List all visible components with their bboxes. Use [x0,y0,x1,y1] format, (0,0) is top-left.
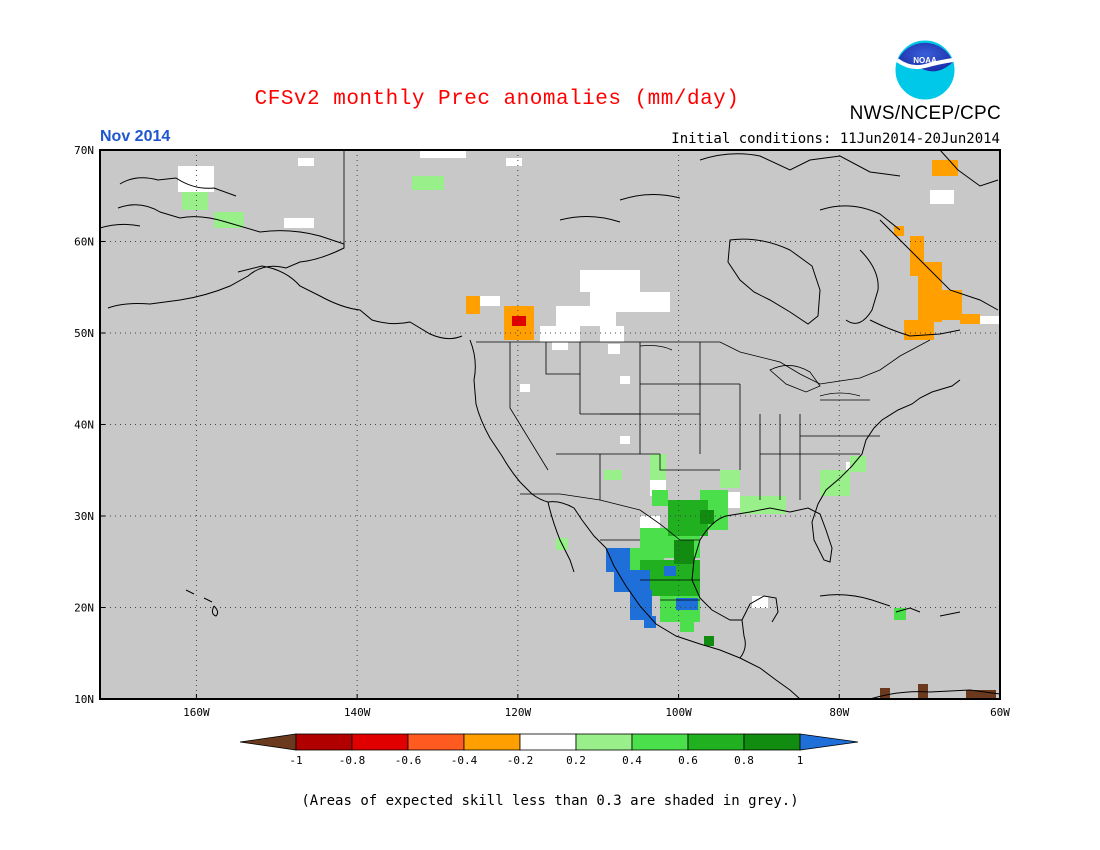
colorbar-segment [575,733,633,751]
colorbar-label: 1 [797,754,804,767]
lat-label: 20N [74,602,94,615]
valid-month: Nov 2014 [100,128,171,145]
skill-footnote: (Areas of expected skill less than 0.3 a… [301,793,799,809]
colorbar-segment [407,733,465,751]
colorbar-label: 0.4 [622,754,642,767]
latitude-labels: 70N 60N 50N 40N 30N 20N 10N [74,144,105,706]
colorbar-segment [519,733,577,751]
colorbar-label: 0.6 [678,754,698,767]
colorbar: -1 -0.8 -0.6 -0.4 -0.2 0.2 0.4 0.6 0.8 1 [239,733,859,767]
agency-label: NWS/NCEP/CPC [849,103,1001,124]
colorbar-segment [743,733,801,751]
colorbar-label: -0.8 [339,754,366,767]
colorbar-label: -0.4 [451,754,478,767]
colorbar-segment [351,733,409,751]
graticule [100,150,1000,699]
lon-label: 80W [829,706,849,719]
lat-label: 10N [74,693,94,706]
lat-label: 60N [74,236,94,249]
colorbar-segment [463,733,521,751]
coastlines [100,150,1000,699]
colorbar-segment [295,733,353,751]
colorbar-segment [631,733,689,751]
lat-label: 50N [74,327,94,340]
initial-conditions: Initial conditions: 11Jun2014-20Jun2014 [671,131,1000,147]
lon-label: 60W [990,706,1010,719]
colorbar-label: -0.6 [395,754,422,767]
political-borders [343,150,931,601]
colorbar-label: -1 [289,754,302,767]
colorbar-arrow-left [239,733,297,751]
colorbar-arrow-right [799,733,859,751]
colorbar-label: -0.2 [507,754,534,767]
noaa-logo-icon: NOAA [894,39,956,101]
colorbar-label: 0.2 [566,754,586,767]
lon-label: 160W [183,706,210,719]
map-title: CFSv2 monthly Prec anomalies (mm/day) [254,88,740,111]
colorbar-label: 0.8 [734,754,754,767]
longitude-labels: 160W 140W 120W 100W 80W 60W [183,694,1010,719]
colorbar-segment [687,733,745,751]
lon-label: 140W [344,706,371,719]
lat-label: 70N [74,144,94,157]
noaa-logo-text: NOAA [913,56,937,65]
lon-label: 100W [665,706,692,719]
lat-label: 30N [74,510,94,523]
lon-label: 120W [505,706,532,719]
lat-label: 40N [74,419,94,432]
lakes [639,345,861,397]
